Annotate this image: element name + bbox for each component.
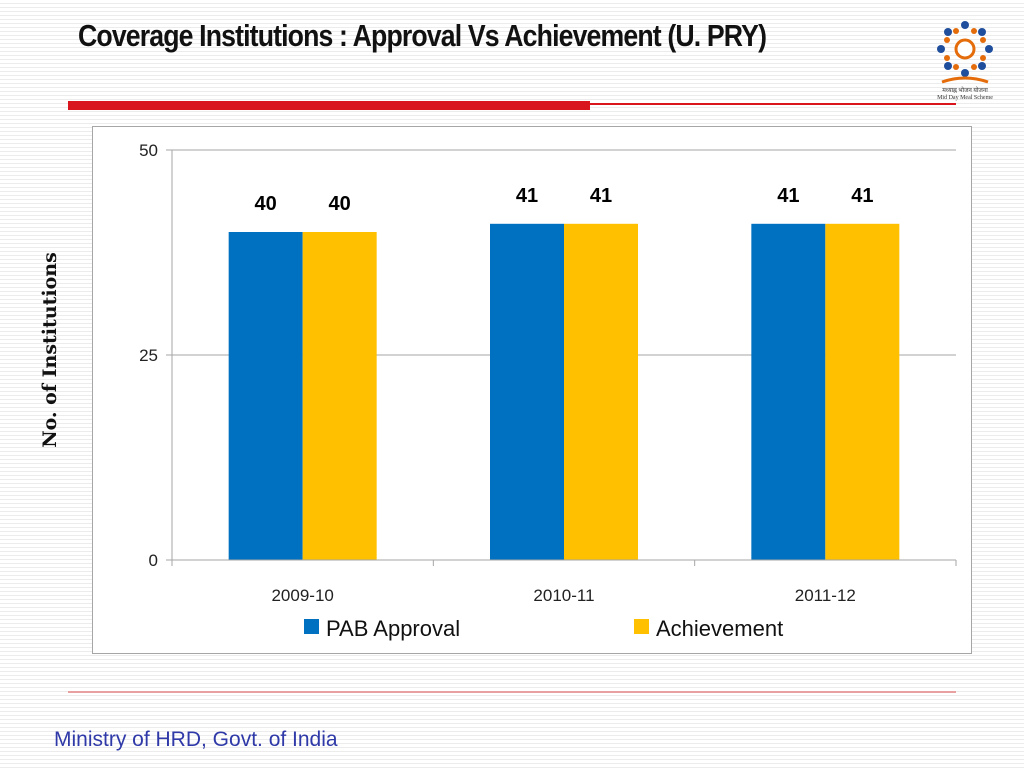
legend-label: Achievement [656, 616, 783, 641]
x-tick-label: 2011-12 [795, 586, 856, 605]
logo-caption-english: Mid Day Meal Scheme [937, 95, 993, 101]
legend-swatch [304, 619, 319, 634]
footer-text: Ministry of HRD, Govt. of India [54, 728, 338, 751]
bar-achievement [302, 232, 377, 560]
logo-caption-hindi: मध्याह्न भोजन योजना [942, 88, 988, 94]
data-label: 41 [777, 185, 799, 207]
legend-swatch [634, 619, 649, 634]
bar-pab-approval [490, 223, 564, 561]
x-tick-label: 2010-11 [533, 586, 594, 605]
y-tick-label: 25 [139, 346, 158, 365]
data-label: 40 [255, 193, 277, 215]
bar-pab-approval [228, 232, 303, 560]
y-tick-label: 50 [139, 141, 158, 160]
bar-achievement [564, 223, 638, 561]
data-label: 41 [590, 185, 612, 207]
title-underline-thin [590, 103, 956, 105]
data-label: 41 [851, 185, 873, 207]
title-underline-thick [68, 101, 590, 110]
y-axis-title: No. of Institutions [39, 252, 61, 448]
data-label: 41 [516, 185, 538, 207]
y-tick-label: 0 [149, 551, 158, 570]
bar-achievement [825, 223, 900, 561]
footer-divider [68, 691, 956, 693]
mid-day-meal-logo [937, 21, 993, 84]
slide-title: Coverage Institutions : Approval Vs Achi… [78, 18, 767, 53]
legend-label: PAB Approval [326, 616, 460, 641]
bar-pab-approval [751, 223, 826, 561]
logo-caption: मध्याह्न भोजन योजना Mid Day Meal Scheme [924, 88, 1006, 102]
bar-chart: 0 25 50 40 40 2009-10 41 41 2010-11 41 41 2011-12 PA… [139, 141, 957, 641]
x-tick-label: 2009-10 [271, 586, 333, 605]
data-label: 40 [329, 193, 351, 215]
